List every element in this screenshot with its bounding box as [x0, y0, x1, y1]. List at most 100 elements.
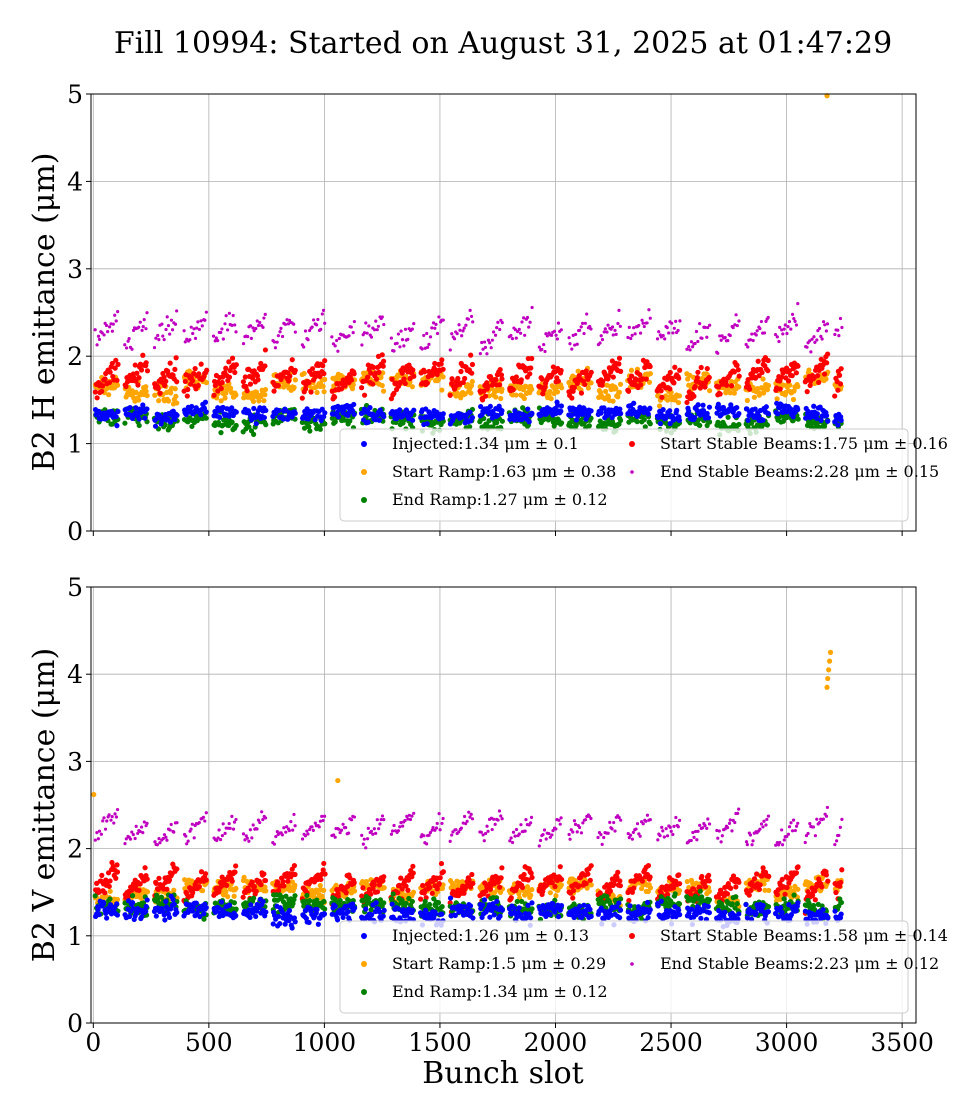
- data-point-start_stable: [242, 374, 248, 380]
- data-point-start_stable: [253, 888, 259, 894]
- data-point-end_stable: [511, 830, 516, 834]
- data-point-start_stable: [838, 366, 844, 372]
- data-point-start_stable: [174, 379, 180, 385]
- data-point-start_stable: [232, 369, 238, 376]
- data-point-end_ramp: [122, 420, 128, 426]
- data-point-start_stable: [233, 362, 239, 368]
- data-point-start_ramp: [559, 385, 565, 391]
- data-point-start_stable: [676, 375, 682, 381]
- data-point-end_stable: [571, 333, 575, 337]
- data-point-end_stable: [823, 323, 827, 327]
- data-point-start_stable: [582, 381, 588, 388]
- data-point-start_stable: [291, 863, 298, 869]
- data-point-end_stable: [131, 833, 135, 837]
- data-point-start_stable: [706, 878, 712, 884]
- data-point-start_stable: [254, 373, 261, 379]
- data-point-start_stable: [202, 871, 209, 877]
- data-point-start_stable: [610, 374, 616, 380]
- data-point-start_ramp: [468, 383, 475, 389]
- data-point-start_stable: [571, 384, 577, 391]
- data-point-end_stable: [499, 814, 503, 818]
- data-point-injected: [226, 413, 232, 419]
- data-point-end_stable: [809, 350, 813, 354]
- data-point-end_stable: [575, 342, 579, 346]
- data-point-end_stable: [676, 825, 680, 829]
- data-point-end_stable: [311, 828, 315, 832]
- data-point-start_stable: [437, 875, 443, 881]
- data-point-end_stable: [166, 323, 171, 328]
- data-point-start_stable: [458, 368, 464, 375]
- data-point-start_stable: [320, 363, 326, 369]
- data-point-end_stable: [708, 323, 712, 327]
- data-point-end_stable: [231, 313, 235, 318]
- data-point-end_stable: [610, 827, 614, 831]
- data-point-start_stable: [361, 392, 368, 398]
- data-point-end_stable: [204, 310, 208, 314]
- data-point-end_stable: [372, 328, 377, 332]
- data-point-end_stable: [337, 336, 341, 341]
- data-point-injected: [825, 418, 831, 424]
- data-point-end_stable: [485, 824, 489, 828]
- data-point-end_stable: [400, 337, 405, 342]
- data-point-end_stable: [396, 829, 401, 833]
- data-point-start_ramp: [144, 889, 151, 895]
- data-point-end_stable: [168, 332, 172, 336]
- data-point-end_stable: [780, 828, 784, 832]
- data-point-start_stable: [724, 891, 731, 897]
- data-point-start_ramp: [136, 397, 142, 403]
- data-point-end_stable: [375, 818, 379, 822]
- data-point-end_stable: [185, 842, 189, 846]
- data-point-end_stable: [645, 321, 649, 325]
- data-point-end_stable: [93, 838, 97, 842]
- data-point-start_ramp: [291, 384, 297, 391]
- data-point-end_stable: [596, 835, 600, 840]
- data-point-end_stable: [168, 828, 172, 832]
- data-point-start_stable: [733, 884, 739, 890]
- data-point-start_stable: [777, 378, 783, 384]
- data-point-end_stable: [524, 818, 528, 822]
- data-point-end_stable: [339, 828, 344, 832]
- data-point-end_stable: [761, 825, 765, 829]
- data-point-end_stable: [751, 338, 755, 343]
- data-point-end_stable: [552, 329, 557, 333]
- data-point-end_stable: [337, 827, 341, 831]
- data-point-start_stable: [114, 869, 121, 875]
- data-point-injected: [198, 412, 204, 418]
- data-point-injected: [418, 415, 424, 421]
- data-point-end_stable: [248, 828, 252, 832]
- data-point-start_stable: [155, 386, 161, 392]
- data-point-end_stable: [603, 327, 607, 331]
- data-point-start_ramp: [143, 388, 149, 394]
- data-point-start_ramp: [222, 395, 228, 401]
- legend-marker-injected: [361, 441, 367, 447]
- data-point-start_stable: [102, 890, 108, 896]
- data-point-start_stable: [351, 880, 357, 886]
- data-point-end_stable: [508, 839, 512, 843]
- data-point-start_stable: [754, 871, 760, 877]
- data-point-end_stable: [496, 818, 500, 822]
- data-point-injected: [370, 411, 376, 417]
- data-point-end_stable: [280, 833, 284, 837]
- data-point-end_ramp: [307, 428, 313, 434]
- data-point-end_stable: [483, 831, 488, 836]
- data-point-end_stable: [462, 326, 466, 330]
- data-point-start_stable: [321, 371, 327, 377]
- data-point-end_stable: [461, 329, 465, 333]
- data-point-end_stable: [310, 325, 314, 329]
- data-point-start_stable: [196, 884, 202, 890]
- data-point-end_stable: [778, 325, 782, 330]
- data-point-end_stable: [113, 313, 117, 317]
- data-point-end_stable: [245, 836, 249, 840]
- data-point-end_stable: [272, 842, 277, 846]
- data-point-end_stable: [488, 341, 492, 345]
- data-point-end_stable: [101, 819, 105, 823]
- data-point-start_stable: [629, 373, 635, 379]
- data-point-start_stable: [395, 889, 401, 896]
- data-point-end_stable: [815, 338, 819, 342]
- data-point-start_stable: [379, 352, 385, 358]
- legend-label-end_stable: End Stable Beams:2.28 μm ± 0.15: [660, 462, 939, 481]
- data-point-end_stable: [630, 333, 634, 337]
- data-point-end_stable: [746, 345, 750, 349]
- data-point-end_stable: [375, 328, 379, 332]
- data-point-start_stable: [398, 379, 404, 385]
